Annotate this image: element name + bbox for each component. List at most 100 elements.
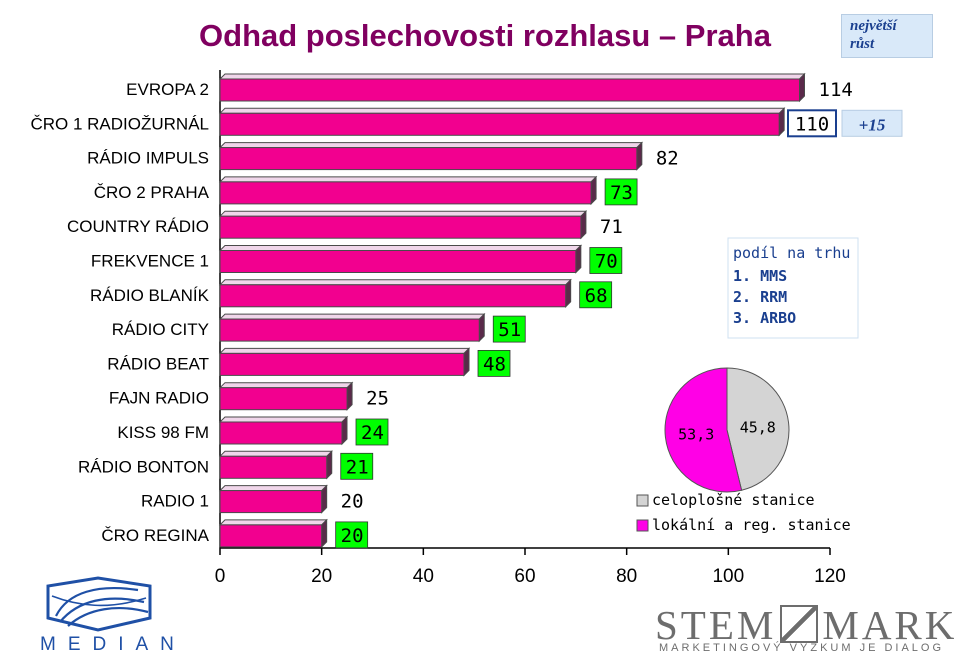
- bar-side: [346, 381, 353, 411]
- pie-legend-label: lokální a reg. stanice: [652, 516, 851, 534]
- bar: [219, 284, 567, 308]
- x-tick-label: 40: [413, 566, 434, 587]
- bar: [219, 352, 465, 376]
- growth-label: +15: [859, 115, 886, 134]
- value-label: 25: [366, 388, 389, 410]
- value-label-box: [604, 178, 638, 206]
- pie-legend-swatch: [636, 519, 649, 532]
- bar: [219, 215, 582, 239]
- bar-top: [218, 176, 598, 183]
- value-label: 68: [585, 285, 608, 307]
- mark-logo-text: MARK: [822, 602, 958, 648]
- value-label-box: [477, 349, 511, 377]
- bar: [219, 78, 800, 102]
- market-legend-item: 3. ARBO: [733, 309, 796, 327]
- bar-top: [218, 279, 572, 286]
- value-label-box: [340, 452, 374, 480]
- category-label: ČRO 1 RADIOŽURNÁL: [30, 114, 209, 133]
- value-label-box: [787, 109, 837, 138]
- bar-side: [463, 347, 470, 377]
- value-label: 82: [656, 148, 679, 170]
- growth-badge-line1: největší: [850, 18, 897, 34]
- x-tick-label: 100: [712, 566, 744, 587]
- value-label-box: [355, 418, 389, 446]
- value-label: 20: [341, 525, 364, 547]
- bar-top: [218, 382, 354, 389]
- bar-side: [636, 141, 643, 171]
- stem-logo-text: STEM: [655, 602, 777, 648]
- pie-legend-label: celoplošné stanice: [652, 491, 815, 509]
- bar: [219, 112, 780, 136]
- bar-side: [478, 312, 485, 343]
- bar: [219, 524, 323, 548]
- bar-top: [218, 142, 644, 149]
- value-label: 73: [610, 182, 633, 204]
- x-tick-label: 60: [514, 566, 535, 587]
- growth-badge-line2: růst: [850, 36, 875, 52]
- category-label: RÁDIO BLANÍK: [90, 286, 210, 305]
- growth-badge: největší růst: [841, 14, 933, 58]
- bar-side: [799, 72, 805, 103]
- category-label: EVROPA 2: [126, 80, 209, 99]
- market-legend-item: 2. RRM: [733, 288, 787, 306]
- category-label: RÁDIO BEAT: [107, 354, 209, 373]
- value-label: 71: [600, 216, 623, 238]
- bar-side: [580, 209, 587, 240]
- pie-slice: [664, 367, 743, 493]
- x-tick-label: 20: [311, 566, 332, 587]
- bar-top: [218, 210, 588, 217]
- median-logo-text: MEDIAN: [40, 634, 186, 655]
- bar-side: [341, 415, 348, 446]
- market-legend-title: podíl na trhu: [733, 244, 850, 262]
- value-label: 51: [498, 319, 521, 341]
- category-label: RADIO 1: [141, 492, 209, 511]
- x-tick-label: 0: [215, 566, 226, 587]
- category-label: ČRO REGINA: [101, 526, 209, 545]
- market-legend-box: [727, 237, 859, 339]
- bar-top: [218, 245, 583, 251]
- value-label-box: [579, 281, 613, 309]
- bar: [219, 318, 480, 342]
- category-label: FAJN RADIO: [109, 389, 209, 408]
- bar-side: [590, 175, 597, 206]
- bar: [219, 421, 343, 445]
- stem-mark-logo: STEM MARK: [655, 601, 957, 649]
- bar: [219, 181, 592, 205]
- bar: [219, 490, 323, 514]
- bar: [219, 387, 348, 411]
- category-label: KISS 98 FM: [117, 423, 209, 442]
- bar-top: [218, 519, 328, 526]
- pie-slice-label: 53,3: [678, 426, 714, 444]
- bar-top: [218, 313, 486, 320]
- category-label: FREKVENCE 1: [91, 252, 209, 271]
- category-label: RÁDIO CITY: [112, 320, 209, 339]
- value-label: 110: [795, 113, 829, 135]
- stem-slash-icon: [780, 605, 819, 643]
- bar-top: [218, 450, 333, 457]
- value-label: 24: [361, 422, 384, 444]
- median-logo-icon: [46, 576, 152, 632]
- growth-label-box: [841, 109, 903, 137]
- stem-logo-subtitle: MARKETINGOVÝ VÝZKUM JE DIALOG: [659, 642, 945, 654]
- value-label: 20: [341, 491, 364, 513]
- value-label-box: [589, 247, 623, 274]
- market-legend-item: 1. MMS: [733, 267, 787, 285]
- bar-top: [218, 73, 806, 80]
- category-label: RÁDIO IMPULS: [87, 149, 209, 168]
- value-label-box: [492, 315, 526, 343]
- bar-side: [575, 244, 582, 274]
- bar-top: [218, 107, 786, 114]
- value-label: 70: [595, 251, 618, 273]
- category-label: COUNTRY RÁDIO: [67, 217, 209, 236]
- value-label: 48: [483, 353, 506, 375]
- bar-side: [778, 107, 785, 137]
- value-label: 21: [346, 456, 369, 478]
- bar-side: [321, 484, 328, 514]
- bar-side: [321, 518, 328, 549]
- bar-top: [218, 485, 328, 492]
- bar-side: [326, 450, 333, 480]
- value-label-box: [335, 521, 369, 549]
- bar-top: [218, 416, 349, 423]
- pie-slice: [726, 367, 790, 491]
